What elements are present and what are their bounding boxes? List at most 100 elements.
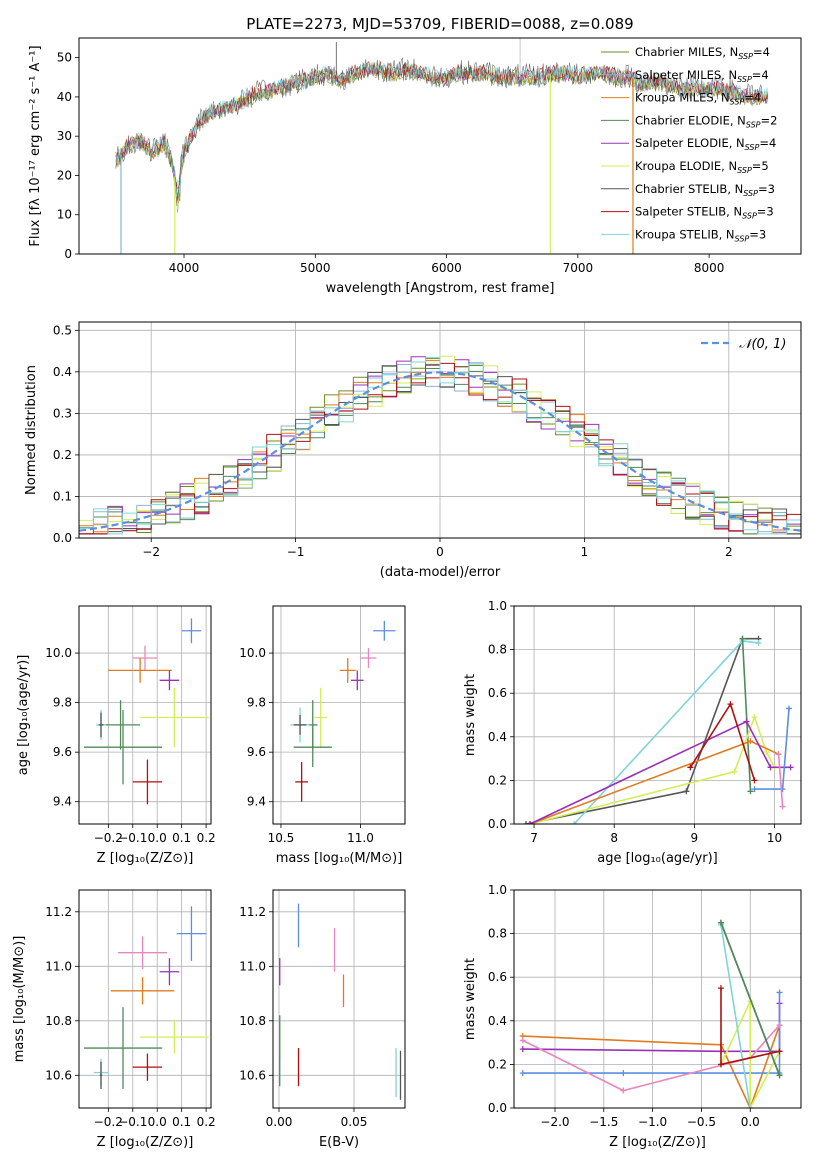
axes-frame [78,605,212,825]
y-tick-label: 10.8 [45,1014,72,1028]
y-tick-label: 0.2 [488,1057,507,1071]
y-tick-label: 10.8 [239,1014,266,1028]
x-tick-label: 0.0 [741,1115,760,1129]
x-tick-label: 10.5 [268,831,295,845]
y-tick-label: 9.8 [53,696,72,710]
weight-line [522,1024,781,1108]
weight-marker [763,749,770,756]
y-tick-label: 10.0 [45,646,72,660]
y-tick-label: 1.0 [488,599,507,613]
mass_weight_vs_Z-ylabel: mass weight [463,958,478,1040]
weight-marker [747,738,754,745]
y-tick-label: 0.6 [488,686,507,700]
y-tick-label: 0.2 [53,448,72,462]
weight-marker [779,803,786,810]
x-tick-label: 10 [767,831,782,845]
histogram-series [79,356,801,535]
weight-marker [776,989,783,996]
y-tick-label: 9.6 [53,745,72,759]
weight-marker [747,1105,754,1108]
y-tick-label: 10.0 [239,646,266,660]
y-tick-label: 0.2 [488,773,507,787]
y-tick-label: 0.4 [488,1014,507,1028]
y-tick-label: 0.1 [53,489,72,503]
axes-frame [78,321,802,539]
weight-marker [717,1061,724,1068]
spectrum-panel: 4000 5000 6000 7000 8000 0 10 20 30 40 50 wavelengt… [28,37,802,296]
mass_vs_Z-panel: −0.2−0.1 0.0 0.1 0.2 10.6 10.8 11.0 11.2 Z [log₁… [12,889,216,1150]
weight-marker [620,1070,627,1077]
y-tick-label: 0.8 [488,643,507,657]
weight-marker [751,786,758,793]
y-tick-label: 9.8 [247,696,266,710]
weight-marker [743,718,750,725]
weight-line [720,922,781,1076]
y-tick-label: 9.6 [247,745,266,759]
weight-line [754,708,790,790]
x-tick-label: −1.5 [589,1115,618,1129]
y-tick-label: 0.3 [53,406,72,420]
legend-entry: Kroupa STELIB, NSSP=3 [635,227,766,243]
mass_vs_ebv-plot-area [279,903,402,1100]
weight-marker [687,764,694,771]
weight-line [522,1003,781,1053]
x-tick-label: −0.1 [118,831,147,845]
y-tick-label: 0.8 [488,927,507,941]
x-tick-label: −2 [142,545,160,559]
y-tick-label: 30 [57,129,72,143]
age_vs_mass-xlabel: mass [log₁₀(M/M⊙)] [276,851,403,866]
mass_weight_vs_age-plot-area [523,635,794,824]
weight-marker [755,640,762,647]
weight-marker [787,764,794,771]
weight-marker [776,1072,783,1079]
y-tick-label: 10 [57,208,72,222]
x-tick-label: −1 [287,545,305,559]
x-tick-label: 0.0 [148,831,167,845]
y-tick-label: 11.2 [45,905,72,919]
legend-entry: Kroupa ELODIE, NSSP=5 [635,159,769,175]
weight-marker [775,751,782,758]
x-tick-label: 0.00 [266,1115,293,1129]
weight-marker [747,788,754,795]
y-tick-label: 0.4 [488,730,507,744]
weight-marker [527,821,534,824]
mass_weight_vs_age-panel: 7 8 9 10 0.0 0.2 0.4 0.6 0.8 1.0 age [log₁₀(age/yr… [463,599,802,866]
residuals-panel: −2 −1 0 1 2 0.0 0.1 0.2 0.3 0.4 0.5 (data-model)/er… [24,321,802,580]
y-tick-label: 50 [57,51,72,65]
residuals-xlabel: (data-model)/error [380,565,501,580]
age_vs_Z-panel: −0.2−0.1 0.0 0.1 0.2 9.4 9.6 9.8 10.0 Z [log₁₀(Z… [16,605,216,866]
y-tick-label: 40 [57,90,72,104]
x-tick-label: 0.1 [172,831,191,845]
spectrum-plot-area [115,38,769,254]
weight-line [529,714,776,824]
weight-line [529,720,791,824]
histogram-series [79,358,801,535]
y-tick-label: 11.0 [45,959,72,973]
age_vs_Z-xlabel: Z [log₁₀(Z/Z⊙)] [97,851,194,866]
x-tick-label: 0.2 [197,831,216,845]
weight-marker [751,714,758,721]
weight-marker [519,1046,526,1053]
mass_weight_vs_age-xlabel: age [log₁₀(age/yr)] [597,851,718,866]
weight-marker [751,777,758,784]
age_vs_mass-panel: 10.5 11.0 9.4 9.6 9.8 10.0 mass [log₁₀(M/M⊙)] [239,605,406,866]
y-tick-label: 11.2 [239,905,266,919]
spectrum-ylabel: Flux [fλ 10⁻¹⁷ erg cm⁻² s⁻¹ A⁻¹] [28,45,43,246]
legend-entry: Chabrier STELIB, NSSP=3 [635,182,775,198]
x-tick-label: −1.0 [638,1115,667,1129]
mass_vs_ebv-xlabel: E(B-V) [319,1135,359,1150]
axes-frame [272,889,406,1109]
axes-frame [513,889,802,1109]
weight-marker [620,1087,627,1094]
weight-line [720,1000,781,1108]
weight-marker [739,635,746,642]
mass_vs_Z-ylabel: mass [log₁₀(M/M⊙)] [12,936,27,1063]
x-tick-label: −0.5 [687,1115,716,1129]
x-tick-label: 0.0 [148,1115,167,1129]
weight-marker [785,705,792,712]
weight-line [522,1024,781,1092]
weight-marker [776,1022,783,1029]
x-tick-label: 0.2 [197,1115,216,1129]
x-tick-label: 7 [530,831,538,845]
weight-line [522,992,781,1074]
